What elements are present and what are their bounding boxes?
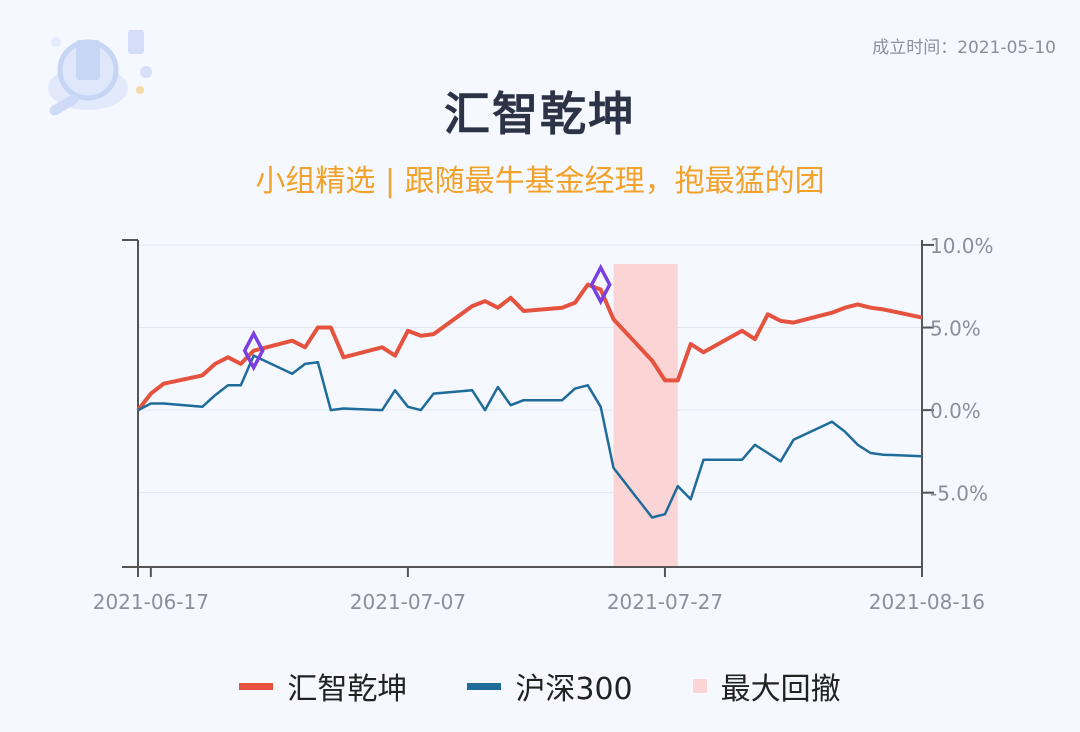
index-line xyxy=(137,354,923,519)
legend-item-fund: 汇智乾坤 xyxy=(239,664,407,708)
legend-swatch-index xyxy=(467,682,502,690)
x-tick-label: 2021-07-27 xyxy=(607,590,723,614)
legend-item-index: 沪深300 xyxy=(467,664,633,708)
y-tick-label: 5.0% xyxy=(930,317,981,341)
tick-labels: 10.0% 5.0% 0.0% -5.0% 2021-06-17 2021-07-07 20… xyxy=(93,234,994,614)
chart-legend: 汇智乾坤 沪深300 最大回撤 xyxy=(0,664,1080,708)
legend-item-drawdown: 最大回撤 xyxy=(692,664,841,708)
legend-label-index: 沪深300 xyxy=(515,672,633,707)
established-date: 成立时间：2021-05-10 xyxy=(872,38,1056,58)
y-tick-label: 0.0% xyxy=(930,399,981,423)
grid-lines xyxy=(138,244,922,494)
diamond-marker xyxy=(242,329,265,372)
legend-swatch-fund xyxy=(239,682,274,690)
legend-label-drawdown: 最大回撤 xyxy=(720,672,841,707)
page-title: 汇智乾坤 xyxy=(444,87,636,141)
axes xyxy=(122,239,934,577)
legend-label-fund: 汇智乾坤 xyxy=(287,672,408,707)
x-tick-label: 2021-06-17 xyxy=(93,590,209,614)
page-subtitle: 小组精选 | 跟随最牛基金经理，抱最猛的团 xyxy=(255,164,825,199)
x-tick-label: 2021-07-07 xyxy=(350,590,466,614)
drawdown-band xyxy=(613,264,678,567)
fund-line xyxy=(136,282,923,412)
diamond-marker xyxy=(589,263,612,306)
performance-chart: 10.0% 5.0% 0.0% -5.0% 2021-06-17 2021-07-07 20… xyxy=(93,234,994,614)
legend-swatch-drawdown xyxy=(692,679,707,693)
series-lines xyxy=(136,282,923,519)
markers xyxy=(242,263,612,372)
y-tick-label: -5.0% xyxy=(930,482,988,506)
x-tick-label: 2021-08-16 xyxy=(869,590,985,614)
magnifier-logo-icon xyxy=(48,30,152,116)
y-tick-label: 10.0% xyxy=(930,234,994,258)
drawdown-area xyxy=(613,264,678,567)
